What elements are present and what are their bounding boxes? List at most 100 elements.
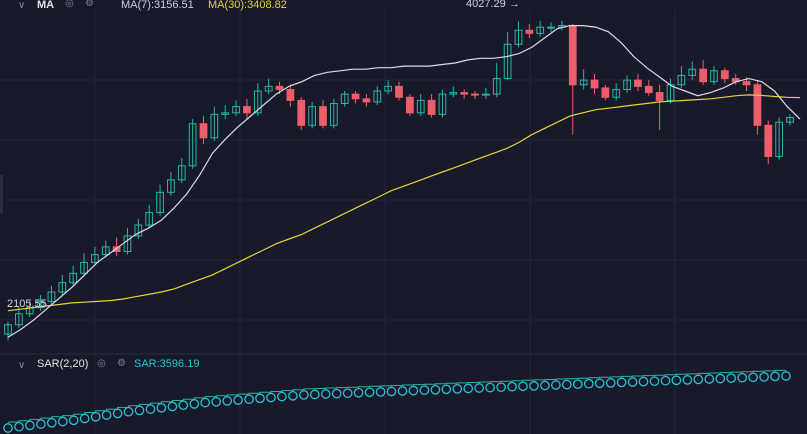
candle-body — [297, 99, 306, 126]
sar-dot — [156, 402, 167, 413]
sar-dot — [781, 371, 791, 381]
candle-body — [514, 29, 523, 45]
sar-dot — [759, 372, 769, 382]
sar-dot — [638, 376, 649, 387]
sar-dot — [507, 381, 517, 392]
candle-body — [764, 124, 773, 157]
candle-body — [590, 79, 599, 89]
collapse-chevron-icon[interactable]: ∨ — [18, 360, 26, 371]
candle-body — [449, 92, 458, 95]
sar-dot — [726, 373, 737, 383]
sar-dot — [518, 381, 528, 392]
candle-body — [275, 85, 284, 90]
candle-body — [210, 113, 219, 139]
sar-dot — [463, 383, 474, 394]
candle-body — [329, 102, 338, 126]
candle-body — [145, 212, 154, 226]
sar-dot — [200, 397, 211, 408]
sar-dot — [299, 390, 309, 400]
sar-dot — [441, 384, 452, 395]
sar-dot — [353, 387, 364, 398]
candle-body — [91, 254, 99, 263]
candle-body — [362, 98, 371, 103]
ma7-line — [7, 25, 801, 338]
candle-body — [753, 84, 762, 126]
ma7-value-label: MA(7):3156.51 — [121, 0, 194, 11]
eye-icon[interactable]: ◎ — [97, 358, 106, 369]
candle-body — [340, 93, 349, 104]
candle-body — [427, 99, 436, 115]
candle-body — [243, 106, 251, 114]
sar-dot — [419, 385, 430, 396]
sar-dot — [671, 375, 682, 386]
candle-body — [4, 324, 12, 335]
candle-body — [416, 99, 425, 114]
candle-body — [742, 81, 751, 86]
candle-body — [612, 88, 621, 98]
sar-dot — [748, 372, 758, 383]
candle-body — [699, 68, 707, 83]
sar-dot — [364, 387, 375, 398]
gear-icon[interactable]: ⚙ — [85, 0, 94, 9]
sar-dot — [68, 415, 79, 426]
sar-dot — [474, 383, 485, 393]
sar-dot — [79, 413, 90, 424]
sar-dot — [485, 382, 495, 393]
sar-price-step — [8, 369, 787, 423]
candle-body — [525, 29, 534, 34]
sar-dot — [25, 420, 35, 431]
sar-dot — [386, 386, 397, 397]
sar-dot — [660, 375, 671, 386]
candle-body — [199, 123, 208, 139]
sar-dot — [561, 379, 572, 390]
candle-body — [623, 79, 631, 90]
candle-body — [156, 191, 164, 214]
candle-body — [688, 68, 697, 76]
candle-body — [134, 224, 143, 237]
sar-dot — [320, 389, 331, 399]
sar-dot — [211, 396, 222, 407]
ma30-value-label: MA(30):3408.82 — [208, 0, 287, 11]
candle-body — [384, 85, 393, 92]
candle-body — [36, 300, 45, 309]
sar-dot — [178, 400, 189, 411]
candle-body — [471, 93, 479, 96]
sar-dot — [529, 381, 539, 391]
sar-dot — [3, 423, 13, 433]
candle-body — [69, 272, 78, 284]
sar-dot — [682, 375, 693, 385]
sar-dot — [452, 384, 463, 394]
sar-dot — [36, 419, 46, 429]
candle-body — [547, 26, 555, 29]
candle-body — [503, 43, 512, 80]
sar-dot — [14, 421, 24, 432]
candle-body — [677, 74, 686, 86]
sar-dot — [770, 371, 780, 382]
candle-body — [438, 93, 447, 115]
sar-dot — [222, 396, 233, 406]
low-price-annotation: 2105.55 — [7, 298, 47, 310]
candle-body — [286, 88, 295, 101]
sar-dot — [594, 378, 605, 389]
sar-dot — [167, 401, 178, 412]
candle-body — [492, 78, 501, 95]
sar-dot — [134, 405, 145, 416]
sar-dot — [397, 386, 408, 396]
sar-dot — [704, 374, 715, 384]
candle-body — [775, 121, 784, 157]
candle-body — [319, 106, 327, 126]
eye-icon[interactable]: ◎ — [65, 0, 74, 9]
high-price-annotation: 4027.29 → — [466, 0, 520, 10]
sar-dot — [288, 390, 298, 401]
candle-body — [112, 246, 121, 253]
collapse-chevron-icon[interactable]: ∨ — [18, 0, 26, 11]
sar-dot — [233, 395, 243, 405]
candle-body — [58, 282, 67, 293]
candle-body — [188, 123, 197, 167]
sar-dot — [693, 374, 704, 385]
sar-dot — [46, 417, 57, 428]
sar-dot — [145, 404, 156, 414]
sar-dot — [112, 408, 123, 419]
gear-icon[interactable]: ⚙ — [117, 358, 126, 369]
